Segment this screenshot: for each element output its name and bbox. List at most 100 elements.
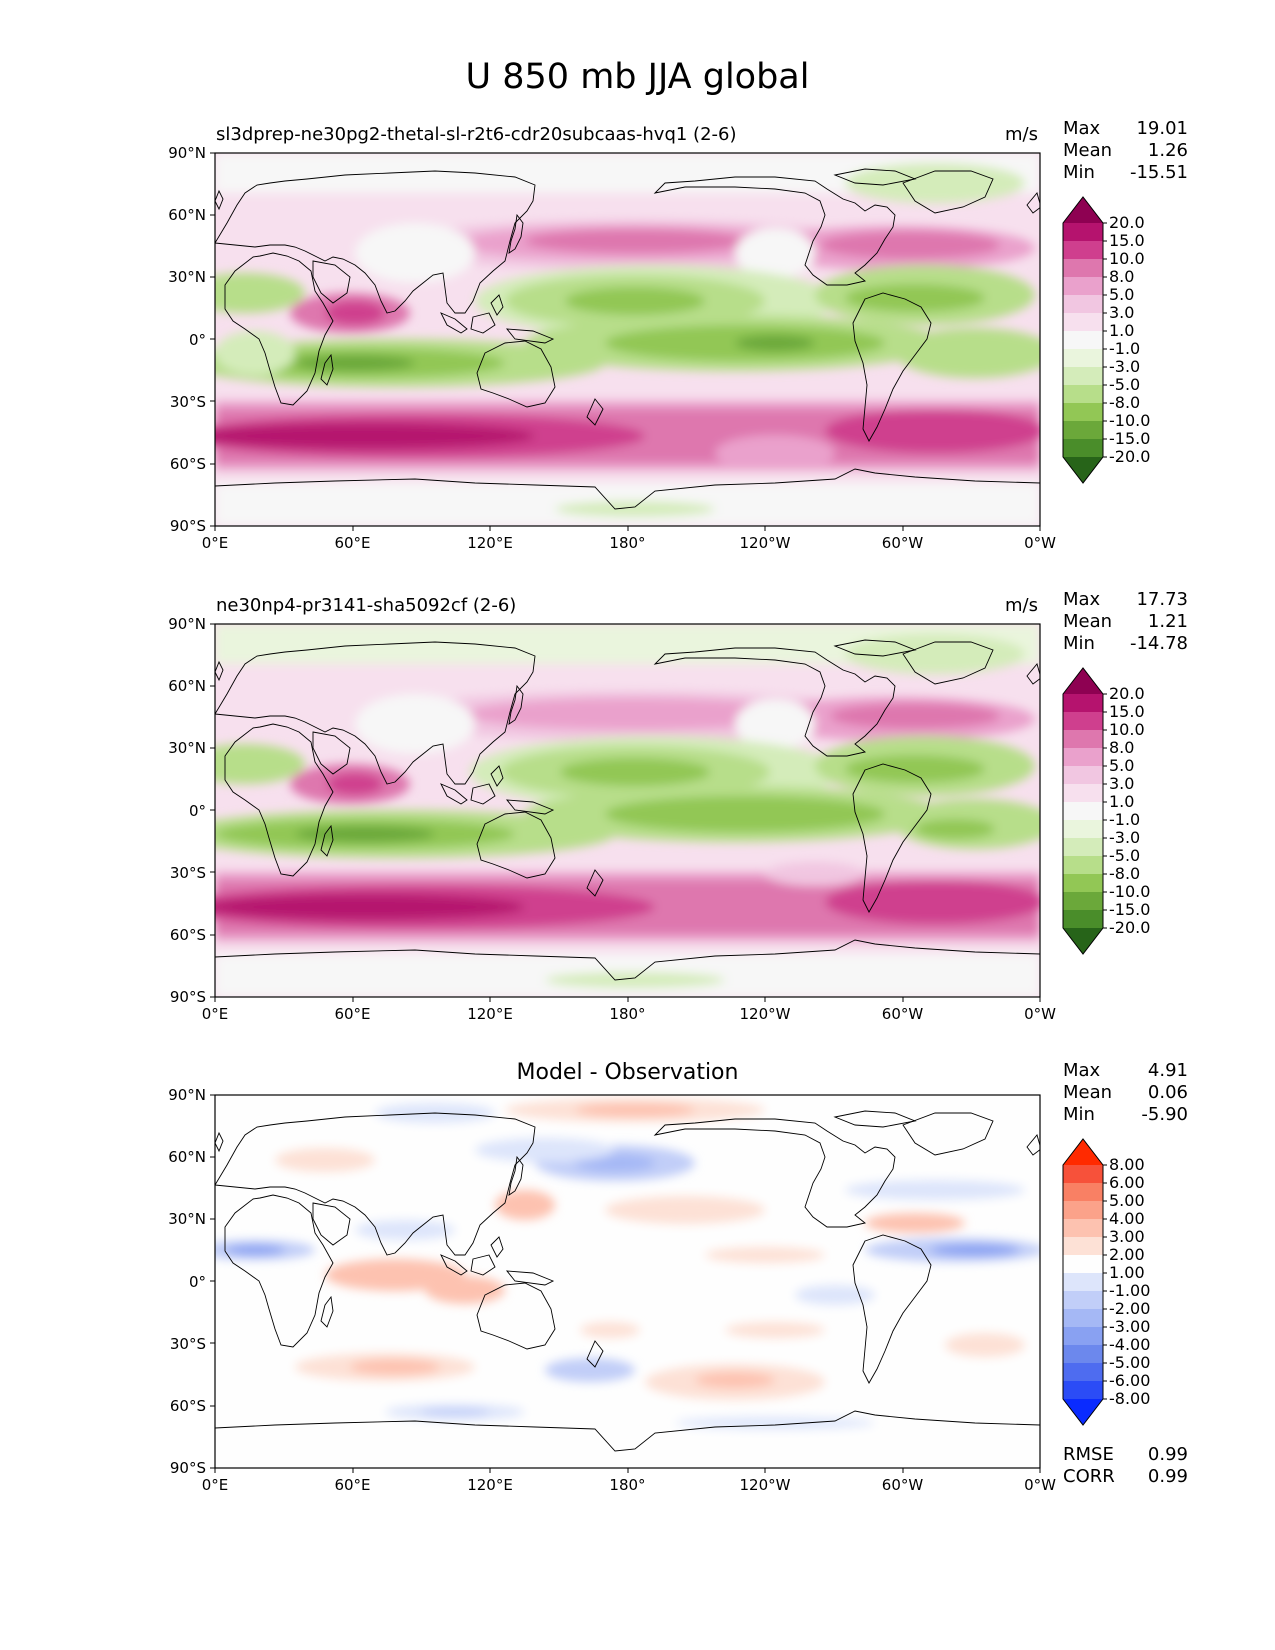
lat-tick-label: 30°S: [169, 863, 206, 882]
lat-tick-label: 30°N: [168, 739, 206, 758]
colorbar-tick-label: -3.0: [1109, 357, 1141, 376]
stat-min-value: -15.51: [1129, 162, 1188, 183]
colorbar-segment: [1063, 277, 1103, 296]
lon-tick-label: 0°E: [201, 534, 229, 552]
stat-min-label: Min: [1063, 633, 1095, 654]
colorbar-tick-label: 3.0: [1109, 774, 1135, 793]
lon-tick-label: 60°W: [881, 534, 924, 552]
lon-tick-label: 120°W: [739, 1476, 791, 1494]
stat-min-label: Min: [1063, 162, 1095, 183]
colorbar-tick-label: -5.00: [1109, 1353, 1151, 1372]
colorbar-segment: [1063, 730, 1103, 749]
lat-tick-label: 90°N: [168, 144, 206, 162]
colorbar-segment: [1063, 892, 1103, 911]
panel-units-model: m/s: [1005, 124, 1038, 145]
colorbar-segment: [1063, 403, 1103, 422]
lon-tick-label: 0°W: [1024, 1476, 1056, 1494]
lon-tick-label: 180°: [609, 1005, 646, 1023]
colorbar-segment: [1063, 748, 1103, 767]
colorbar-tick-label: -8.0: [1109, 393, 1141, 412]
colorbar-segment: [1063, 820, 1103, 839]
stat-mean-value: 0.06: [1147, 1082, 1188, 1103]
colorbar-tick-label: 8.0: [1109, 738, 1135, 757]
colorbar-segment: [1063, 1255, 1103, 1274]
colorbar-segment: [1063, 766, 1103, 785]
colorbar-segment: [1063, 349, 1103, 368]
lon-tick-label: 120°E: [467, 1476, 513, 1494]
colorbar-extend-max: [1063, 1139, 1103, 1165]
stat-max-value: 17.73: [1136, 589, 1188, 610]
colorbar-tick-label: -4.00: [1109, 1335, 1151, 1354]
colorbar-segment: [1063, 385, 1103, 404]
colorbar-tick-label: 4.00: [1109, 1209, 1145, 1228]
colorbar-tick-label: 15.0: [1109, 702, 1145, 721]
stat-mean-label: Mean: [1063, 1082, 1113, 1103]
lon-tick-label: 0°W: [1024, 534, 1056, 552]
colorbar-tick-label: -10.0: [1109, 411, 1151, 430]
colorbar-segment: [1063, 1381, 1103, 1400]
colorbar-segment: [1063, 712, 1103, 731]
colorbar-segment: [1063, 1327, 1103, 1346]
stat-max-label: Max: [1063, 589, 1101, 610]
axis-tick-marks: [210, 152, 1041, 1473]
lon-tick-label: 120°W: [739, 534, 791, 552]
stat-mean-value: 1.21: [1147, 611, 1188, 632]
colorbar-segment: [1063, 313, 1103, 332]
colorbar-tick-label: 3.00: [1109, 1227, 1145, 1246]
colorbar-tick-label: -15.0: [1109, 900, 1151, 919]
lon-tick-label: 180°: [609, 1476, 646, 1494]
colorbar-tick-label: -1.0: [1109, 339, 1141, 358]
colorbar-tick-label: 20.0: [1109, 684, 1145, 703]
colorbar-segment: [1063, 802, 1103, 821]
lat-tick-label: 0°: [188, 801, 206, 820]
lat-tick-label: 90°S: [169, 988, 206, 1006]
colorbar-tick-label: -20.0: [1109, 918, 1151, 937]
stat-max-label: Max: [1063, 118, 1101, 139]
stat-mean-value: 1.26: [1147, 140, 1188, 161]
colorbar-tick-label: 15.0: [1109, 231, 1145, 250]
colorbar-tick-label: 10.0: [1109, 720, 1145, 739]
colorbar-tick-label: -3.0: [1109, 828, 1141, 847]
colorbar-segment: [1063, 694, 1103, 713]
lat-tick-label: 60°S: [169, 454, 206, 473]
lat-tick-label: 90°S: [169, 1459, 206, 1477]
colorbar-tick-label: 10.0: [1109, 249, 1145, 268]
lon-tick-label: 180°: [609, 534, 646, 552]
colorbar-segment: [1063, 1309, 1103, 1328]
colorbar-segment: [1063, 1201, 1103, 1220]
panel-title-difference: Model - Observation: [516, 1060, 739, 1085]
map-panel-model: [214, 152, 1041, 527]
colorbar-segment: [1063, 784, 1103, 803]
lat-tick-label: 0°: [188, 1272, 206, 1291]
colorbar-extend-max: [1063, 668, 1103, 694]
colorbar-tick-label: -15.0: [1109, 429, 1151, 448]
colorbar-segment: [1063, 1363, 1103, 1382]
colorbar-segment: [1063, 910, 1103, 929]
colorbar-segment: [1063, 421, 1103, 440]
lat-tick-label: 90°S: [169, 517, 206, 535]
lat-tick-label: 30°S: [169, 392, 206, 411]
colorbar-segment: [1063, 1345, 1103, 1364]
lon-tick-label: 0°E: [201, 1476, 229, 1494]
stat-max-value: 4.91: [1147, 1060, 1188, 1081]
colorbar-tick-label: 3.0: [1109, 303, 1135, 322]
lat-tick-label: 0°: [188, 330, 206, 349]
colorbar-tick-label: -1.0: [1109, 810, 1141, 829]
figure-title: U 850 mb JJA global: [465, 57, 810, 97]
colorbar-tick-label: -20.0: [1109, 447, 1151, 466]
colorbar-tick-label: -8.0: [1109, 864, 1141, 883]
lat-tick-label: 30°S: [169, 1334, 206, 1353]
colorbar-tick-label: 6.00: [1109, 1173, 1145, 1192]
map-panel-observation: [214, 623, 1041, 998]
colorbar-tick-label: 8.00: [1109, 1155, 1145, 1174]
colorbar-segment: [1063, 856, 1103, 875]
colorbar-segment: [1063, 1291, 1103, 1310]
colorbar-segment: [1063, 838, 1103, 857]
lon-tick-label: 60°E: [334, 534, 371, 552]
panel-units-observation: m/s: [1005, 595, 1038, 616]
stat-min-value: -5.90: [1141, 1104, 1188, 1125]
panel-title-model: sl3dprep-ne30pg2-thetal-sl-r2t6-cdr20sub…: [216, 124, 737, 145]
lat-tick-label: 30°N: [168, 1210, 206, 1229]
lon-tick-label: 60°E: [334, 1005, 371, 1023]
